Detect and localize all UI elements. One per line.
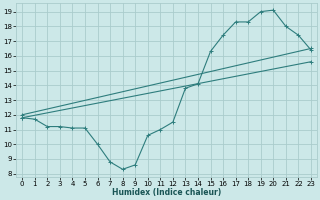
X-axis label: Humidex (Indice chaleur): Humidex (Indice chaleur) [112,188,221,197]
